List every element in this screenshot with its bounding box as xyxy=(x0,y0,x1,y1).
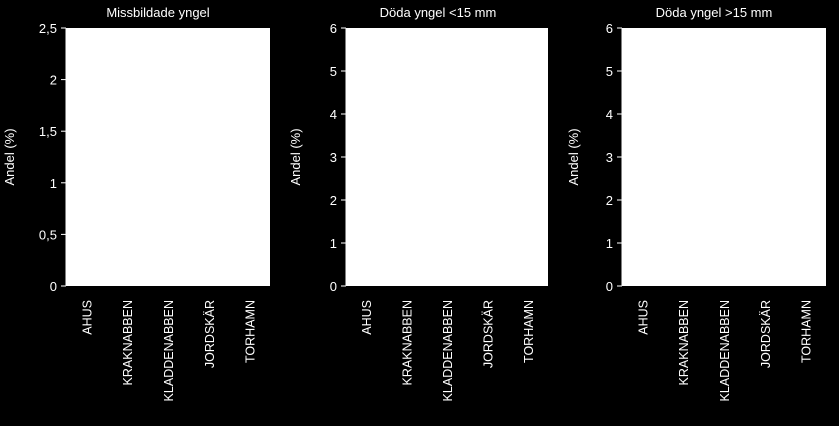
y-tick-label: 0 xyxy=(330,279,337,294)
x-category-label: JORDSKÄR xyxy=(481,300,495,368)
y-tick-label: 1 xyxy=(330,236,337,251)
y-tick-label: 0 xyxy=(50,279,57,294)
chart-panel-3: Döda yngel >15 mm 0 1 2 3 4 5 6 Andel (%) AHUS KRA… xyxy=(566,5,826,401)
x-category-label: KLADDENABBEN xyxy=(718,300,732,401)
y-tick-label: 6 xyxy=(606,21,613,36)
y-tick-label: 6 xyxy=(330,21,337,36)
x-category-label: KRAKNABBEN xyxy=(121,300,135,385)
y-tick-label: 4 xyxy=(606,107,613,122)
x-category-label: JORDSKÄR xyxy=(759,300,773,368)
x-category-label: KLADDENABBEN xyxy=(441,300,455,401)
plot-area xyxy=(66,28,270,286)
y-tick-label: 2 xyxy=(50,73,57,88)
x-category-label: AHUS xyxy=(80,300,94,335)
y-tick-label: 5 xyxy=(330,64,337,79)
y-tick-label: 2 xyxy=(606,193,613,208)
x-category-label: KRAKNABBEN xyxy=(401,300,415,385)
y-axis-label: Andel (%) xyxy=(2,128,17,185)
y-tick-label: 1,5 xyxy=(39,124,57,139)
plot-area xyxy=(346,28,548,286)
y-tick-label: 0 xyxy=(606,279,613,294)
x-category-label: KLADDENABBEN xyxy=(162,300,176,401)
y-tick-label: 1 xyxy=(606,236,613,251)
y-tick-label: 4 xyxy=(330,107,337,122)
y-tick-label: 3 xyxy=(606,150,613,165)
chart-title: Missbildade yngel xyxy=(106,5,209,20)
x-category-label: TORHAMN xyxy=(800,300,814,363)
x-category-label: AHUS xyxy=(636,300,650,335)
y-tick-label: 1 xyxy=(50,176,57,191)
chart-panel-1: Missbildade yngel 0 0,5 1 1,5 2 2,5 Andel (%) AH… xyxy=(2,5,270,401)
y-tick-label: 5 xyxy=(606,64,613,79)
x-category-label: TORHAMN xyxy=(522,300,536,363)
chart-title: Döda yngel <15 mm xyxy=(380,5,497,20)
chart-panel-2: Döda yngel <15 mm 0 1 2 3 4 5 6 Andel (%) AHUS KRA… xyxy=(288,5,548,401)
y-tick-label: 2 xyxy=(330,193,337,208)
chart-title: Döda yngel >15 mm xyxy=(656,5,773,20)
x-category-label: KRAKNABBEN xyxy=(677,300,691,385)
x-category-label: JORDSKÄR xyxy=(203,300,217,368)
y-axis-label: Andel (%) xyxy=(288,128,303,185)
plot-area xyxy=(622,28,826,286)
y-tick-label: 0,5 xyxy=(39,227,57,242)
y-tick-label: 3 xyxy=(330,150,337,165)
x-category-label: TORHAMN xyxy=(244,300,258,363)
y-tick-label: 2,5 xyxy=(39,21,57,36)
x-category-label: AHUS xyxy=(360,300,374,335)
y-axis-label: Andel (%) xyxy=(566,128,581,185)
